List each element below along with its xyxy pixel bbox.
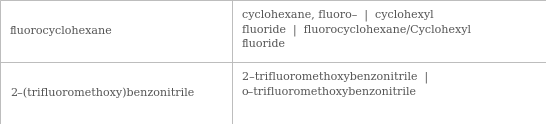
Text: 2–(trifluoromethoxy)benzonitrile: 2–(trifluoromethoxy)benzonitrile [10, 88, 194, 98]
Text: cyclohexane, fluoro–  |  cyclohexyl
fluoride  |  fluorocyclohexane/Cyclohexyl
fl: cyclohexane, fluoro– | cyclohexyl fluori… [242, 10, 471, 49]
Text: 2–trifluoromethoxybenzonitrile  |
o–trifluoromethoxybenzonitrile: 2–trifluoromethoxybenzonitrile | o–trifl… [242, 72, 428, 97]
Text: fluorocyclohexane: fluorocyclohexane [10, 26, 112, 36]
